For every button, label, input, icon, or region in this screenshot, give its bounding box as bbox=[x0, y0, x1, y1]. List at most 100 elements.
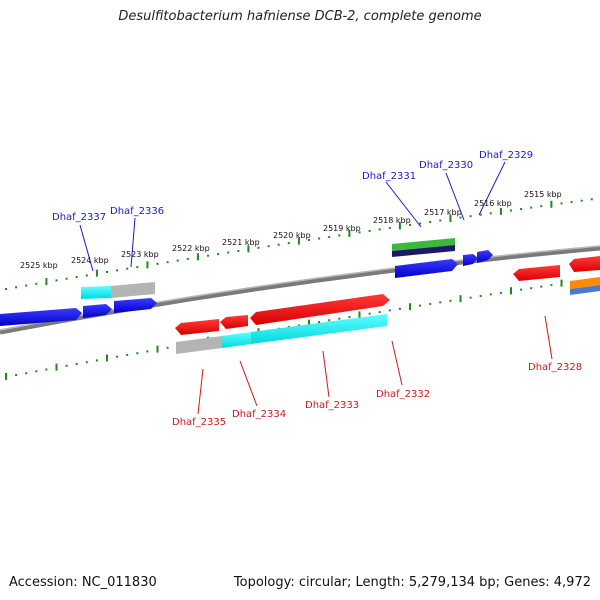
ruler-dot bbox=[65, 364, 68, 367]
ruler-dot bbox=[55, 279, 58, 282]
ruler-dot bbox=[126, 354, 129, 356]
gene-arrow bbox=[569, 256, 600, 272]
gene-block bbox=[392, 245, 455, 257]
label-leaders-bottom bbox=[197, 315, 553, 415]
ruler-dot bbox=[75, 276, 78, 279]
gene-block bbox=[111, 282, 155, 298]
scale-label: 2521 kbp bbox=[222, 238, 260, 247]
ruler-major-tick bbox=[560, 279, 563, 287]
ruler-dot bbox=[116, 355, 119, 358]
ruler-dot bbox=[146, 350, 149, 353]
scale-ruler-top bbox=[5, 198, 593, 290]
ruler-major-tick bbox=[156, 345, 159, 353]
gene-label-bottom: Dhaf_2335 bbox=[172, 417, 226, 428]
ruler-dot bbox=[15, 286, 18, 289]
gene-arrow bbox=[250, 294, 390, 325]
ruler-major-tick bbox=[297, 237, 300, 245]
ruler-dot bbox=[257, 246, 260, 249]
ruler-dot bbox=[520, 288, 523, 291]
ruler-dot bbox=[156, 262, 159, 265]
map-title: Desulfitobacterium hafniense DCB-2, comp… bbox=[118, 9, 482, 24]
ruler-dot bbox=[449, 299, 452, 302]
scale-label: 2518 kbp bbox=[373, 216, 411, 225]
ruler-dot bbox=[429, 303, 432, 305]
scale-label: 2522 kbp bbox=[172, 244, 210, 253]
ruler-dot bbox=[348, 316, 351, 318]
ruler-dot bbox=[540, 285, 543, 288]
gene-block bbox=[222, 332, 251, 348]
ruler-dot bbox=[318, 321, 321, 323]
ruler-major-tick bbox=[358, 311, 361, 319]
ruler-major-tick bbox=[459, 295, 462, 303]
gene-label-top: Dhaf_2336 bbox=[110, 206, 164, 217]
gene-arrow bbox=[83, 304, 112, 318]
gene-label-top: Dhaf_2329 bbox=[479, 150, 533, 161]
ruler-dot bbox=[520, 208, 523, 210]
scale-label: 2523 kbp bbox=[121, 250, 159, 259]
ruler-dot bbox=[499, 291, 502, 294]
ruler-dot bbox=[25, 284, 28, 287]
ruler-dot bbox=[35, 370, 38, 373]
ruler-dot bbox=[166, 346, 169, 349]
ruler-dot bbox=[489, 212, 492, 215]
ruler-major-tick bbox=[308, 319, 310, 327]
ruler-dot bbox=[570, 201, 573, 204]
ruler-dot bbox=[237, 250, 240, 252]
scale-label: 2525 kbp bbox=[20, 261, 58, 270]
gene-arrow bbox=[220, 315, 248, 329]
ruler-dot bbox=[338, 317, 341, 320]
ruler-dot bbox=[479, 213, 482, 216]
scale-label: 2515 kbp bbox=[524, 190, 562, 199]
gene-label-bottom: Dhaf_2334 bbox=[232, 409, 286, 420]
ruler-major-tick bbox=[550, 200, 553, 208]
ruler-major-tick bbox=[106, 354, 108, 362]
gene-label-bottom: Dhaf_2332 bbox=[376, 389, 430, 400]
gene-label-top: Dhaf_2331 bbox=[362, 171, 416, 182]
ruler-major-tick bbox=[499, 207, 502, 215]
scale-label: 2519 kbp bbox=[323, 224, 361, 233]
ruler-dot bbox=[136, 266, 139, 269]
ruler-dot bbox=[35, 282, 38, 285]
ruler-dot bbox=[510, 209, 512, 212]
ruler-dot bbox=[328, 236, 331, 238]
ruler-major-tick bbox=[247, 245, 250, 253]
gene-label-top: Dhaf_2337 bbox=[52, 212, 106, 223]
ruler-dot bbox=[217, 253, 220, 256]
ruler-dot bbox=[368, 229, 371, 232]
ruler-dot bbox=[580, 199, 583, 202]
ruler-dot bbox=[207, 254, 209, 257]
ruler-dot bbox=[530, 287, 533, 290]
scale-label: 2520 kbp bbox=[273, 231, 311, 240]
ruler-dot bbox=[318, 237, 321, 240]
ruler-dot bbox=[85, 361, 88, 364]
gene-block bbox=[570, 285, 600, 295]
scale-label: 2516 kbp bbox=[474, 199, 512, 208]
ruler-dot bbox=[186, 257, 189, 260]
ruler-dot bbox=[459, 216, 462, 219]
ruler-dot bbox=[358, 231, 361, 234]
gene-block bbox=[392, 238, 455, 251]
gene-arrow bbox=[513, 265, 560, 281]
gene-arrow bbox=[395, 259, 458, 278]
ruler-dot bbox=[85, 274, 88, 277]
ruler-dot bbox=[419, 222, 422, 225]
ruler-dot bbox=[550, 284, 553, 287]
gene-block bbox=[81, 286, 111, 299]
ruler-dot bbox=[489, 293, 492, 296]
ruler-major-tick bbox=[95, 269, 98, 277]
ruler-dot bbox=[409, 223, 411, 226]
gene-arrow bbox=[0, 308, 82, 326]
gene-arrow bbox=[114, 298, 157, 313]
ruler-dot bbox=[116, 269, 119, 272]
ruler-dot bbox=[277, 243, 280, 246]
ruler-dot bbox=[308, 239, 310, 241]
ruler-dot bbox=[267, 245, 270, 248]
ruler-dot bbox=[439, 219, 442, 222]
ruler-dot bbox=[338, 234, 341, 237]
ruler-dot bbox=[560, 202, 563, 205]
ruler-major-tick bbox=[196, 253, 199, 261]
ruler-dot bbox=[590, 198, 593, 201]
ruler-dot bbox=[166, 261, 169, 264]
ruler-dot bbox=[378, 228, 381, 231]
ruler-dot bbox=[439, 301, 442, 304]
